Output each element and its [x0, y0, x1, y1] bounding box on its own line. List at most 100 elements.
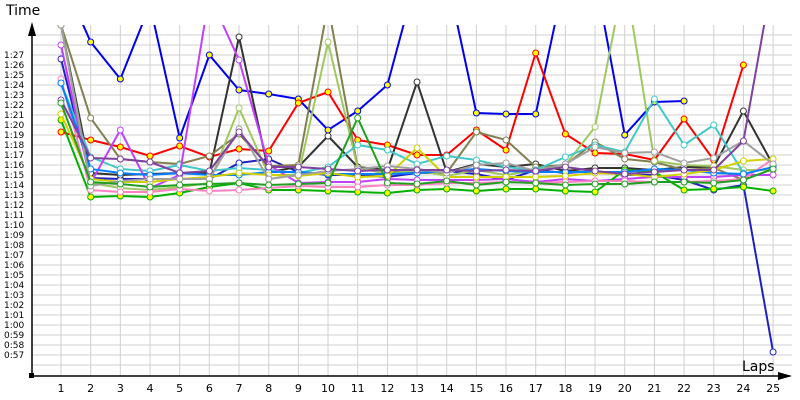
data-point-marker	[680, 166, 688, 174]
data-point-marker	[591, 123, 599, 131]
data-point-marker	[205, 180, 213, 188]
data-point-marker	[621, 155, 629, 163]
y-tick-label: 1:16	[4, 161, 24, 171]
x-tick-label: 21	[647, 382, 661, 395]
data-point-marker	[383, 81, 391, 89]
y-tick-label: 1:22	[4, 101, 24, 111]
data-point-marker	[57, 25, 65, 29]
data-point-marker	[591, 188, 599, 196]
y-axis-arrow-icon	[28, 22, 36, 36]
data-point-marker	[472, 109, 480, 117]
origin-marker	[29, 373, 34, 378]
y-axis-ticks: 0:570:580:591:001:011:021:031:041:051:06…	[4, 51, 24, 361]
data-point-marker	[324, 88, 332, 96]
data-point-marker	[87, 178, 95, 186]
data-point-marker	[235, 56, 243, 64]
data-point-marker	[472, 167, 480, 175]
data-point-marker	[472, 161, 480, 169]
data-point-marker	[354, 173, 362, 181]
data-point-marker	[680, 97, 688, 105]
data-point-marker	[87, 193, 95, 201]
x-tick-label: 18	[558, 382, 572, 395]
data-point-marker	[739, 183, 747, 191]
data-point-marker	[472, 128, 480, 136]
data-point-marker	[57, 41, 65, 49]
data-point-marker	[235, 104, 243, 112]
data-point-marker	[621, 131, 629, 139]
y-tick-label: 1:05	[4, 271, 24, 281]
data-point-marker	[561, 187, 569, 195]
data-point-marker	[235, 145, 243, 153]
series-line	[82, 2, 688, 142]
data-point-marker	[324, 179, 332, 187]
data-point-marker	[354, 167, 362, 175]
data-point-marker	[680, 186, 688, 194]
data-point-marker	[87, 136, 95, 144]
data-point-marker	[561, 163, 569, 171]
y-tick-label: 1:02	[4, 301, 24, 311]
y-tick-label: 1:00	[4, 321, 24, 331]
data-point-marker	[739, 176, 747, 184]
data-point-marker	[235, 186, 243, 194]
x-axis-arrow-icon	[778, 372, 792, 380]
data-point-marker	[502, 159, 510, 167]
data-point-marker	[443, 185, 451, 193]
data-point-marker	[532, 185, 540, 193]
data-point-marker	[413, 166, 421, 174]
data-point-marker	[87, 114, 95, 122]
data-point-marker	[739, 61, 747, 69]
data-point-marker	[621, 180, 629, 188]
x-tick-label: 8	[265, 382, 272, 395]
data-point-marker	[147, 2, 153, 8]
data-point-marker	[769, 348, 777, 356]
data-point-marker	[443, 166, 451, 174]
data-point-marker	[383, 146, 391, 154]
data-point-marker	[472, 173, 480, 181]
y-tick-label: 1:12	[4, 201, 24, 211]
data-point-marker	[57, 99, 65, 107]
data-point-marker	[591, 143, 599, 151]
y-tick-label: 1:06	[4, 261, 24, 271]
y-tick-label: 1:15	[4, 171, 24, 181]
data-point-marker	[532, 167, 540, 175]
data-point-marker	[532, 179, 540, 187]
y-tick-label: 1:20	[4, 121, 24, 131]
data-point-marker	[116, 126, 124, 134]
data-point-marker	[354, 114, 362, 122]
data-point-marker	[710, 121, 718, 129]
data-point-marker	[561, 181, 569, 189]
data-point-marker	[324, 165, 332, 173]
y-tick-label: 1:04	[4, 281, 24, 291]
y-tick-label: 1:17	[4, 151, 24, 161]
data-point-marker	[472, 187, 480, 195]
data-point-marker	[146, 152, 154, 160]
data-point-marker	[710, 185, 718, 193]
data-point-marker	[383, 189, 391, 197]
data-point-marker	[591, 180, 599, 188]
data-point-marker	[235, 33, 243, 41]
data-point-marker	[294, 171, 302, 179]
y-tick-label: 0:57	[4, 351, 24, 361]
data-point-marker	[383, 166, 391, 174]
data-point-marker	[502, 178, 510, 186]
x-tick-label: 1	[58, 382, 65, 395]
data-point-marker	[502, 136, 510, 144]
x-tick-label: 9	[295, 382, 302, 395]
x-tick-label: 14	[440, 382, 454, 395]
x-tick-label: 16	[499, 382, 513, 395]
x-tick-label: 19	[588, 382, 602, 395]
data-point-marker	[413, 151, 421, 159]
data-point-marker	[205, 152, 213, 160]
data-point-marker	[87, 154, 95, 162]
data-point-marker	[591, 167, 599, 175]
data-point-marker	[146, 158, 154, 166]
x-tick-label: 3	[117, 382, 124, 395]
data-point-marker	[769, 165, 777, 173]
data-point-marker	[710, 166, 718, 174]
data-point-marker	[769, 171, 777, 179]
y-tick-label: 1:11	[4, 211, 24, 221]
data-point-marker	[205, 167, 213, 175]
y-tick-label: 1:13	[4, 191, 24, 201]
data-point-marker	[176, 142, 184, 150]
